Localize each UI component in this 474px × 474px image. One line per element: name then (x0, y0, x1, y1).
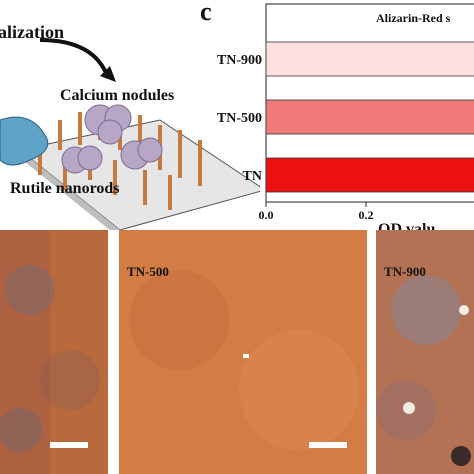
cell-shape (0, 116, 49, 166)
x-tick-label: 0.0 (259, 208, 274, 222)
micrograph-tn-500: TN-500 (119, 230, 367, 474)
panel-letter: c (200, 0, 212, 26)
chart-panel: c Alizarin-Red s TN-900 TN-500 TN 0.0 0.2 O… (200, 0, 474, 240)
micrograph-tn-900: TN-900 (376, 230, 474, 474)
bar-tn (265, 157, 474, 193)
arrow-icon (39, 38, 110, 79)
category-label: TN (243, 169, 262, 184)
bar-tn-900 (265, 41, 474, 77)
x-tick-label: 0.2 (359, 208, 374, 222)
calcium-nodules-label: Calcium nodules (60, 87, 174, 104)
substrate-edge (20, 150, 120, 238)
scale-bar (50, 442, 88, 448)
schematic-panel: alization Calcium nodules Rutile nanorod… (0, 0, 267, 238)
category-label: TN-500 (217, 111, 262, 126)
micrograph-label: TN-500 (127, 264, 169, 279)
arrow-head-icon (100, 66, 116, 82)
micrograph-image (376, 230, 474, 474)
calcium-nodules-group (61, 104, 163, 174)
schematic-illustration: alization Calcium nodules Rutile nanorod… (0, 22, 267, 238)
schematic-title-fragment: alization (0, 22, 64, 42)
scale-bar (309, 442, 347, 448)
micrograph-image (0, 230, 108, 474)
micrograph-label: TN-900 (384, 264, 426, 279)
micrograph-image (119, 230, 367, 474)
rutile-nanorods-label: Rutile nanorods (10, 180, 120, 197)
chart-title: Alizarin-Red s (376, 11, 451, 25)
category-label: TN-900 (217, 53, 262, 68)
bar-tn-500 (265, 99, 474, 135)
micrograph-tn (0, 230, 108, 474)
